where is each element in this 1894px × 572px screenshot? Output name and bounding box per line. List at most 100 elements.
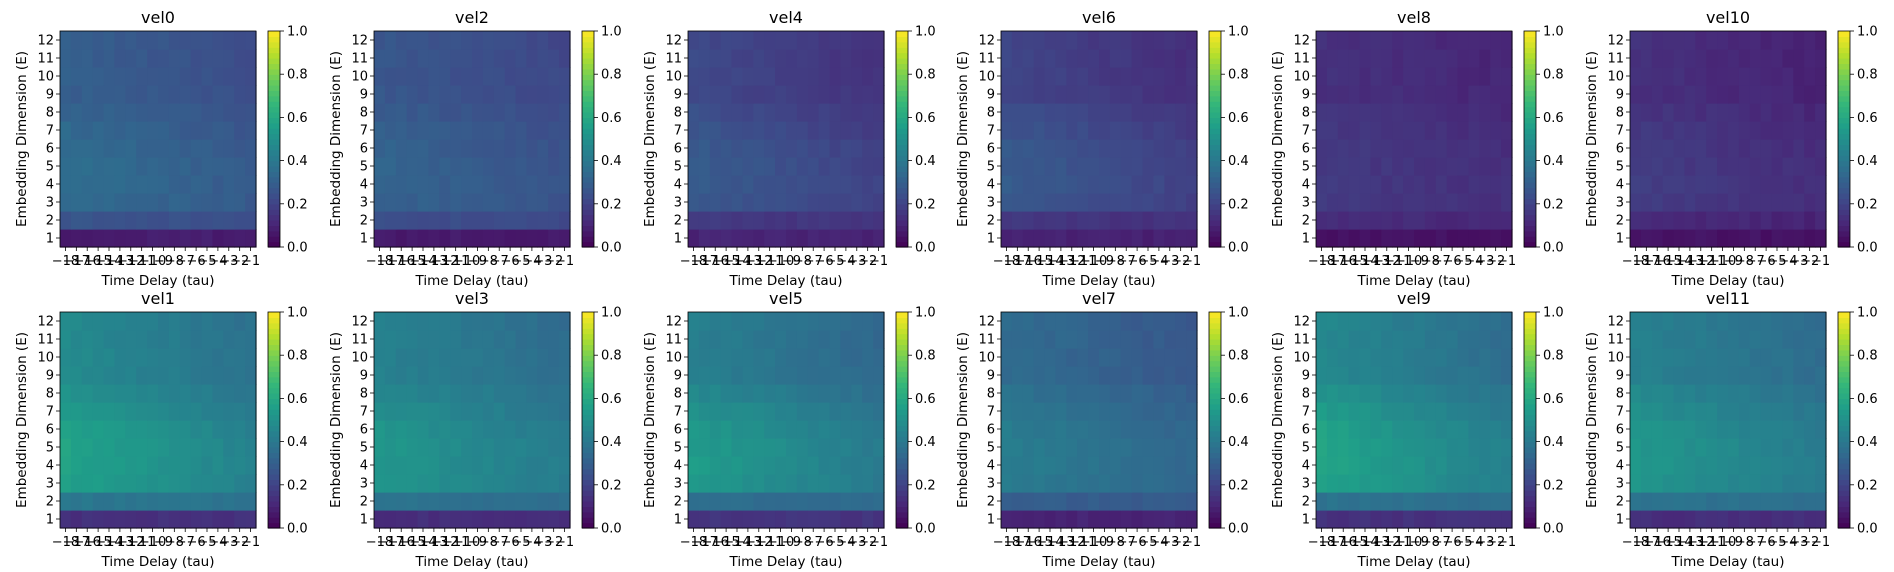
y-tick-label: 7 (46, 124, 54, 139)
heatmap-cell (1120, 85, 1133, 104)
heatmap-cell (125, 157, 137, 176)
heatmap-cell (526, 474, 538, 493)
heatmap-cell (731, 474, 744, 493)
heatmap-cell (796, 438, 809, 457)
heatmap-cell (234, 175, 246, 194)
colorbar-segment (582, 463, 594, 470)
colorbar-segment (896, 176, 908, 183)
heatmap-cell (1673, 366, 1686, 385)
x-tick-label: −12 (431, 535, 458, 550)
colorbar-segment (1209, 322, 1221, 329)
heatmap-cell (1673, 330, 1686, 349)
heatmap-cell (428, 474, 440, 493)
colorbar-segment (896, 74, 908, 81)
colorbar-segment (1838, 182, 1850, 189)
heatmap-cell (1120, 492, 1133, 511)
heatmap-cell (1468, 510, 1480, 529)
x-tick-label: −11 (756, 535, 783, 550)
heatmap-cell (1728, 492, 1740, 511)
x-tick-label: −9 (1724, 535, 1743, 550)
heatmap-cell (1706, 193, 1718, 212)
heatmap-cell (384, 31, 397, 50)
heatmap-cell (439, 103, 451, 122)
plot-frame (1629, 311, 1827, 529)
colorbar-segment (1524, 452, 1536, 459)
heatmap-cell (753, 229, 765, 248)
heatmap-cell (1175, 49, 1187, 68)
colorbar-segment (268, 495, 280, 502)
heatmap-cell (753, 474, 765, 493)
heatmap-cell (1186, 312, 1198, 331)
heatmap-cell (1066, 49, 1078, 68)
x-tick-label: −14 (95, 535, 122, 550)
heatmap-cell (450, 49, 462, 68)
heatmap-cell (179, 492, 192, 511)
x-tick-label: −4 (1464, 254, 1483, 269)
heatmap-cell (1435, 31, 1448, 50)
heatmap-cell (862, 330, 874, 349)
heatmap-cell (1164, 31, 1176, 50)
heatmap-cell (1326, 67, 1339, 86)
heatmap-cell (472, 456, 484, 475)
heatmap-cell (1316, 402, 1328, 421)
colorbar-segment (582, 414, 594, 421)
colorbar-segment (1524, 220, 1536, 226)
heatmap-cell (1424, 366, 1437, 385)
heatmap-cell (1673, 157, 1686, 176)
heatmap-cell (1771, 103, 1784, 122)
colorbar-tick-label: 0.6 (1543, 392, 1564, 407)
heatmap-cell (1738, 193, 1751, 212)
y-tick-label: 3 (46, 477, 54, 492)
heatmap-cell (537, 384, 549, 403)
colorbar-segment (896, 501, 908, 507)
heatmap-cell (1457, 175, 1470, 194)
x-tick-label: −3 (219, 535, 238, 550)
heatmap-cell (1457, 121, 1470, 140)
colorbar-segment (1524, 463, 1536, 470)
colorbar-segment (1838, 474, 1850, 480)
heatmap-cell (92, 510, 105, 529)
heatmap-cell (1501, 157, 1513, 176)
heatmap-cell (439, 193, 451, 212)
heatmap-cell (851, 438, 863, 457)
heatmap-cell (1022, 49, 1035, 68)
y-tick-label: 9 (1616, 88, 1624, 103)
heatmap-cell (1403, 420, 1415, 439)
heatmap-cell (1435, 366, 1448, 385)
x-tick-label: −5 (197, 254, 216, 269)
heatmap-cell (1749, 193, 1762, 212)
x-tick-label: −14 (723, 535, 750, 550)
heatmap-cell (1392, 384, 1404, 403)
heatmap-cell (840, 402, 852, 421)
heatmap-cell (60, 139, 72, 158)
heatmap-cell (548, 103, 560, 122)
heatmap-cell (1099, 384, 1111, 403)
heatmap-cell (60, 366, 72, 385)
heatmap-cell (493, 49, 506, 68)
heatmap-cell (201, 348, 214, 367)
colorbar-segment (1524, 479, 1536, 486)
heatmap-cell (807, 366, 820, 385)
heatmap-cell (1706, 438, 1718, 457)
heatmap-cell (1088, 139, 1100, 158)
y-tick-label: 1 (46, 513, 54, 528)
heatmap-cell (537, 420, 549, 439)
heatmap-cell (731, 420, 744, 439)
heatmap-cell (1479, 67, 1491, 86)
heatmap-cell (862, 67, 874, 86)
heatmap-cell (1392, 31, 1404, 50)
heatmap-cell (1435, 139, 1448, 158)
heatmap-cell (439, 456, 451, 475)
heatmap-cell (698, 229, 711, 248)
heatmap-cell (796, 49, 809, 68)
heatmap-cell (158, 510, 170, 529)
heatmap-cell (1337, 121, 1350, 140)
heatmap-cell (796, 474, 809, 493)
x-tick-label: −15 (84, 535, 111, 550)
colorbar-segment (1838, 490, 1850, 497)
heatmap-cell (201, 31, 214, 50)
heatmap-cell (1033, 157, 1046, 176)
y-tick-label: 2 (674, 495, 682, 510)
heatmap-cell (439, 121, 451, 140)
colorbar-segment (582, 74, 594, 81)
